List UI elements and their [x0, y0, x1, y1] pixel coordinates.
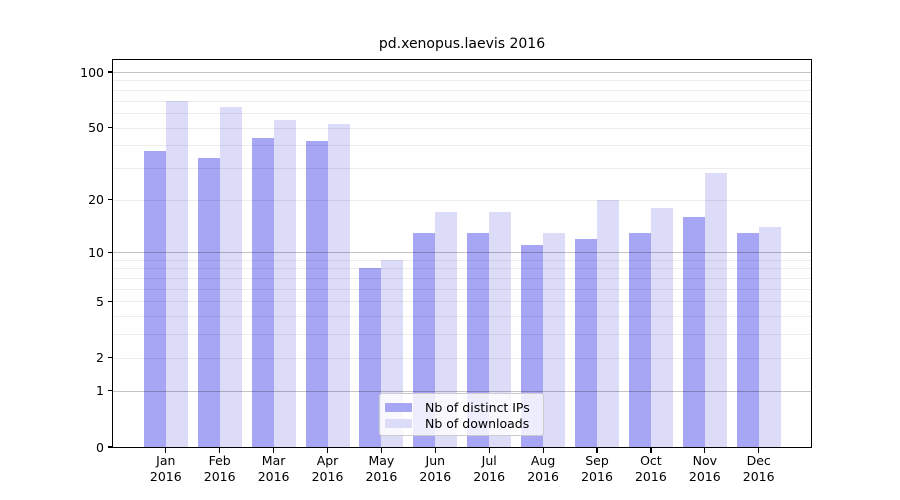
legend-label-downloads: Nb of downloads: [425, 415, 530, 431]
x-tick-label-apr: Apr 2016: [311, 453, 344, 484]
bar-distinct-ips-mar: [251, 137, 274, 447]
legend-item-distinct-ips: Nb of distinct IPs: [385, 399, 535, 415]
bar-distinct-ips-sep: [575, 238, 597, 447]
x-tick-jan: [165, 448, 167, 453]
x-tick-sep: [596, 448, 598, 453]
bar-downloads-oct: [650, 207, 673, 447]
grid-layer: [113, 60, 811, 447]
x-tick-feb: [219, 448, 221, 453]
x-tick-label-may: May 2016: [365, 453, 398, 484]
bar-distinct-ips-feb: [197, 158, 220, 447]
bar-downloads-jun: [435, 212, 458, 447]
x-tick-may: [380, 448, 383, 453]
gridline-minor-20: [113, 199, 811, 201]
x-tick-aug: [542, 448, 544, 453]
y-tick-0: [107, 446, 113, 448]
y-tick-20: [107, 199, 113, 201]
gridline-major-100: [113, 72, 811, 73]
bar-downloads-mar: [273, 119, 296, 447]
gridline-minor-50: [113, 127, 811, 129]
gridline-minor-4: [113, 316, 811, 318]
gridline-minor-5: [113, 301, 811, 303]
bar-distinct-ips-dec: [736, 232, 759, 447]
x-tick-apr: [326, 448, 329, 453]
bar-downloads-apr: [327, 124, 350, 447]
x-tick-label-jun: Jun 2016: [419, 453, 452, 484]
gridline-minor-8: [113, 268, 811, 270]
y-tick-label-10: 10: [88, 244, 104, 260]
gridline-major-1: [113, 390, 811, 392]
bottom-spine: [112, 447, 812, 449]
gridline-major-10: [113, 252, 811, 254]
y-tick-label-5: 5: [96, 293, 104, 309]
y-tick-label-0: 0: [96, 439, 104, 455]
top-spine: [112, 59, 812, 61]
bar-downloads-sep: [597, 199, 619, 447]
bar-downloads-feb: [219, 106, 242, 447]
y-tick-label-1: 1: [96, 383, 104, 399]
left-spine: [112, 59, 114, 448]
x-tick-jun: [434, 448, 436, 453]
x-tick-label-jan: Jan 2016: [149, 453, 182, 484]
bar-downloads-nov: [704, 173, 727, 447]
x-tick-label-sep: Sep 2016: [581, 453, 613, 484]
chart-title: pd.xenopus.laevis 2016: [378, 36, 546, 52]
x-tick-mar: [273, 448, 275, 453]
gridline-minor-70: [113, 100, 811, 102]
y-tick-label-20: 20: [88, 192, 104, 208]
right-spine: [810, 59, 812, 448]
x-tick-oct: [650, 448, 652, 453]
y-tick-50: [107, 126, 113, 129]
y-tick-10: [107, 251, 113, 253]
x-tick-label-aug: Aug 2016: [527, 453, 559, 484]
gridline-minor-6: [113, 288, 811, 290]
y-tick-2: [107, 357, 113, 359]
legend-label-distinct-ips: Nb of distinct IPs: [425, 399, 530, 415]
gridline-minor-9: [113, 259, 811, 261]
x-tick-nov: [704, 448, 706, 453]
x-tick-dec: [758, 448, 760, 453]
x-tick-label-dec: Dec 2016: [742, 453, 775, 484]
legend: Nb of distinct IPs Nb of downloads: [379, 393, 544, 436]
y-tick-label-100: 100: [80, 64, 104, 80]
y-tick-1: [107, 390, 113, 392]
gridline-minor-3: [113, 334, 811, 336]
x-tick-label-jul: Jul 2016: [473, 453, 506, 484]
x-tick-jul: [488, 448, 490, 453]
bar-distinct-ips-may: [359, 268, 382, 447]
legend-item-downloads: Nb of downloads: [385, 415, 535, 431]
gridline-minor-40: [113, 145, 811, 147]
y-tick-5: [107, 300, 113, 303]
gridline-minor-90: [113, 80, 811, 82]
bar-distinct-ips-jan: [143, 151, 166, 447]
x-tick-label-oct: Oct 2016: [634, 453, 667, 484]
bar-downloads-jan: [165, 100, 188, 447]
x-tick-label-feb: Feb 2016: [203, 453, 236, 484]
y-tick-label-2: 2: [96, 350, 104, 366]
bar-downloads-aug: [543, 232, 566, 447]
bar-distinct-ips-apr: [305, 141, 328, 447]
bar-distinct-ips-oct: [628, 232, 651, 447]
gridline-minor-2: [113, 357, 811, 359]
gridline-minor-80: [113, 89, 811, 91]
bar-downloads-jul: [489, 212, 512, 447]
x-tick-label-nov: Nov 2016: [688, 453, 721, 484]
bar-downloads-dec: [758, 226, 781, 447]
gridline-minor-60: [113, 112, 811, 114]
legend-swatch-distinct-ips: [385, 402, 412, 412]
gridline-minor-30: [113, 167, 811, 169]
y-tick-100: [107, 71, 113, 73]
gridline-minor-7: [113, 278, 811, 279]
plot-area: [113, 60, 811, 447]
legend-swatch-downloads: [385, 418, 412, 428]
x-tick-label-mar: Mar 2016: [257, 453, 290, 484]
bar-distinct-ips-nov: [682, 216, 705, 447]
y-tick-label-50: 50: [88, 120, 104, 135]
